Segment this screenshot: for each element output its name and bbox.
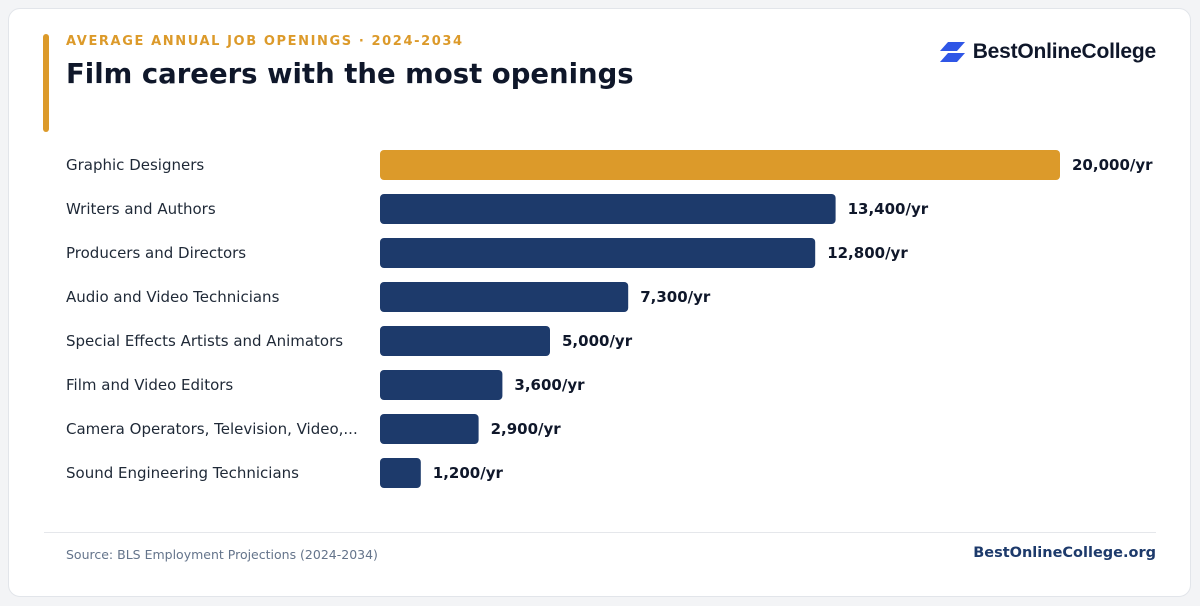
bar xyxy=(380,150,1060,180)
value-label: 1,200/yr xyxy=(433,464,504,482)
site-link[interactable]: BestOnlineCollege.org xyxy=(973,545,1156,561)
value-label: 3,600/yr xyxy=(514,376,585,394)
eyebrow-label: AVERAGE ANNUAL JOB OPENINGS · 2024-2034 xyxy=(66,34,464,49)
value-label: 5,000/yr xyxy=(562,332,633,350)
footer-divider xyxy=(44,532,1156,533)
source-note: Source: BLS Employment Projections (2024… xyxy=(66,547,378,562)
value-label: 20,000/yr xyxy=(1072,156,1153,174)
bar xyxy=(380,458,421,488)
bar xyxy=(380,414,479,444)
value-label: 12,800/yr xyxy=(827,244,908,262)
parallelogram-stack-icon xyxy=(939,42,965,62)
bar xyxy=(380,194,836,224)
bar xyxy=(380,282,629,312)
value-label: 2,900/yr xyxy=(491,420,562,438)
brand-logo: BestOnlineCollege xyxy=(939,40,1157,64)
bar xyxy=(380,238,816,268)
category-label: Film and Video Editors xyxy=(66,376,233,394)
category-label: Writers and Authors xyxy=(66,200,216,218)
category-label: Sound Engineering Technicians xyxy=(66,464,299,482)
category-label: Special Effects Artists and Animators xyxy=(66,332,343,350)
category-label: Audio and Video Technicians xyxy=(66,288,280,306)
bar xyxy=(380,326,550,356)
brand-name: BestOnlineCollege xyxy=(972,40,1157,63)
category-label: Camera Operators, Television, Video,... xyxy=(66,420,358,438)
value-label: 7,300/yr xyxy=(640,288,711,306)
bar xyxy=(380,370,503,400)
chart-title: Film careers with the most openings xyxy=(66,58,634,90)
accent-bar xyxy=(43,34,49,132)
category-label: Producers and Directors xyxy=(66,244,246,262)
category-label: Graphic Designers xyxy=(66,156,204,174)
value-label: 13,400/yr xyxy=(848,200,929,218)
